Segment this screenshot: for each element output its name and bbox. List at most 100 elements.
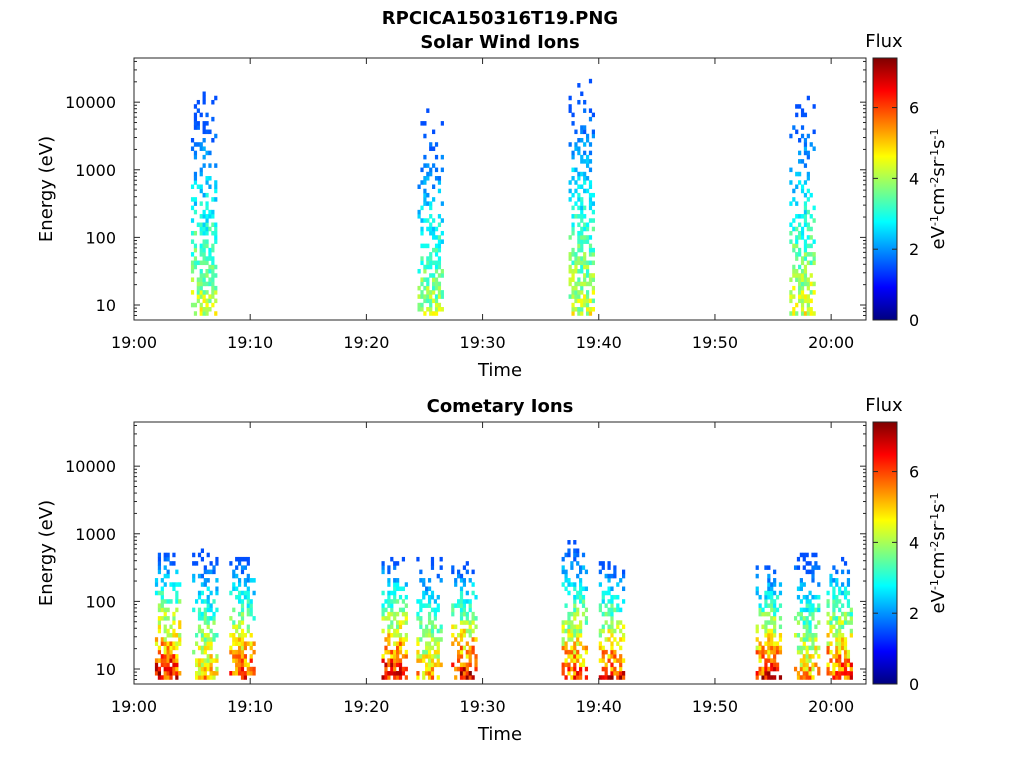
heatmap-cell	[584, 666, 589, 672]
heatmap-cell	[384, 662, 388, 668]
heatmap-cell	[434, 264, 439, 270]
heatmap-cell	[196, 125, 200, 130]
heatmap-cell	[193, 180, 198, 185]
heatmap-cell	[567, 540, 571, 545]
heatmap-cell	[811, 641, 815, 646]
heatmap-cell	[205, 311, 209, 316]
heatmap-cell	[808, 632, 812, 638]
heatmap-cell	[209, 654, 213, 659]
heatmap-cell	[196, 298, 200, 304]
heatmap-cell	[802, 637, 806, 642]
heatmap-cell	[591, 133, 595, 139]
heatmap-cell	[393, 611, 397, 617]
heatmap-cell	[577, 83, 581, 88]
heatmap-cell	[471, 616, 475, 621]
heatmap-cell	[459, 590, 464, 596]
heatmap-cell	[426, 277, 430, 282]
heatmap-cell	[208, 281, 212, 287]
heatmap-cell	[175, 645, 179, 651]
heatmap-cell	[249, 603, 253, 608]
heatmap-cell	[580, 129, 584, 135]
heatmap-cell	[433, 616, 437, 621]
heatmap-cell	[579, 624, 583, 630]
heatmap-cell	[805, 628, 809, 634]
heatmap-cell	[157, 624, 162, 630]
heatmap-cell	[208, 298, 212, 304]
heatmap-cell	[832, 671, 836, 676]
heatmap-cell	[584, 616, 589, 621]
heatmap-cell	[573, 540, 577, 545]
heatmap-cell	[573, 675, 577, 680]
heatmap-cell	[571, 277, 575, 282]
heatmap-cell	[390, 632, 394, 638]
heatmap-cell	[232, 641, 236, 646]
heatmap-cell	[433, 649, 437, 655]
heatmap-cell	[436, 594, 440, 600]
heatmap-cell	[398, 620, 403, 625]
heatmap-cell	[598, 645, 602, 651]
heatmap-cell	[420, 167, 424, 173]
heatmap-cell	[471, 628, 475, 634]
heatmap-cell	[211, 294, 215, 299]
heatmap-cell	[806, 260, 810, 266]
heatmap-cell	[601, 624, 605, 630]
heatmap-cell	[770, 582, 774, 587]
heatmap-cell	[396, 611, 400, 617]
heatmap-cell	[199, 302, 203, 308]
heatmap-cell	[767, 654, 771, 659]
heatmap-cell	[806, 154, 810, 160]
heatmap-cell	[166, 641, 170, 646]
heatmap-cell	[434, 154, 439, 160]
heatmap-cell	[211, 222, 215, 228]
heatmap-cell	[585, 294, 590, 299]
heatmap-cell	[393, 649, 397, 655]
heatmap-cell	[584, 607, 589, 613]
heatmap-cell	[798, 247, 802, 253]
heatmap-cell	[434, 260, 439, 266]
heatmap-cell	[601, 565, 605, 570]
heatmap-cell	[580, 302, 584, 308]
heatmap-cell	[601, 590, 605, 596]
heatmap-cell	[826, 662, 830, 668]
heatmap-cell	[577, 192, 581, 198]
heatmap-cell	[588, 247, 593, 253]
heatmap-cell	[607, 578, 611, 583]
heatmap-cell	[792, 197, 796, 202]
heatmap-cell	[434, 298, 439, 304]
heatmap-cell	[792, 264, 796, 270]
heatmap-cell	[451, 607, 455, 613]
heatmap-cell	[454, 578, 458, 583]
heatmap-cell	[154, 641, 159, 646]
heatmap-cell	[437, 243, 442, 249]
heatmap-cell	[205, 201, 209, 206]
heatmap-cell	[806, 222, 810, 228]
heatmap-cell	[160, 637, 164, 642]
heatmap-cell	[571, 294, 575, 299]
heatmap-cell	[169, 671, 173, 676]
heatmap-cell	[237, 632, 242, 638]
heatmap-cell	[459, 603, 464, 608]
heatmap-cell	[474, 662, 478, 668]
heatmap-cell	[243, 675, 248, 680]
heatmap-cell	[249, 645, 253, 651]
heatmap-cell	[561, 620, 565, 625]
heatmap-cell	[462, 632, 467, 638]
colorbar-tick-label: 0	[909, 311, 919, 330]
heatmap-cell	[805, 620, 809, 625]
heatmap-cell	[427, 611, 432, 617]
heatmap-cell	[459, 637, 464, 642]
heatmap-cell	[580, 264, 584, 270]
heatmap-cell	[381, 628, 385, 634]
heatmap-cell	[849, 662, 853, 668]
heatmap-cell	[197, 671, 202, 676]
heatmap-cell	[240, 556, 245, 562]
heatmap-cell	[459, 607, 464, 613]
heatmap-cell	[800, 235, 805, 240]
heatmap-cell	[758, 654, 762, 659]
heatmap-cell	[613, 573, 617, 579]
heatmap-cell	[429, 307, 433, 312]
heatmap-cell	[585, 235, 590, 240]
heatmap-cell	[598, 628, 602, 634]
